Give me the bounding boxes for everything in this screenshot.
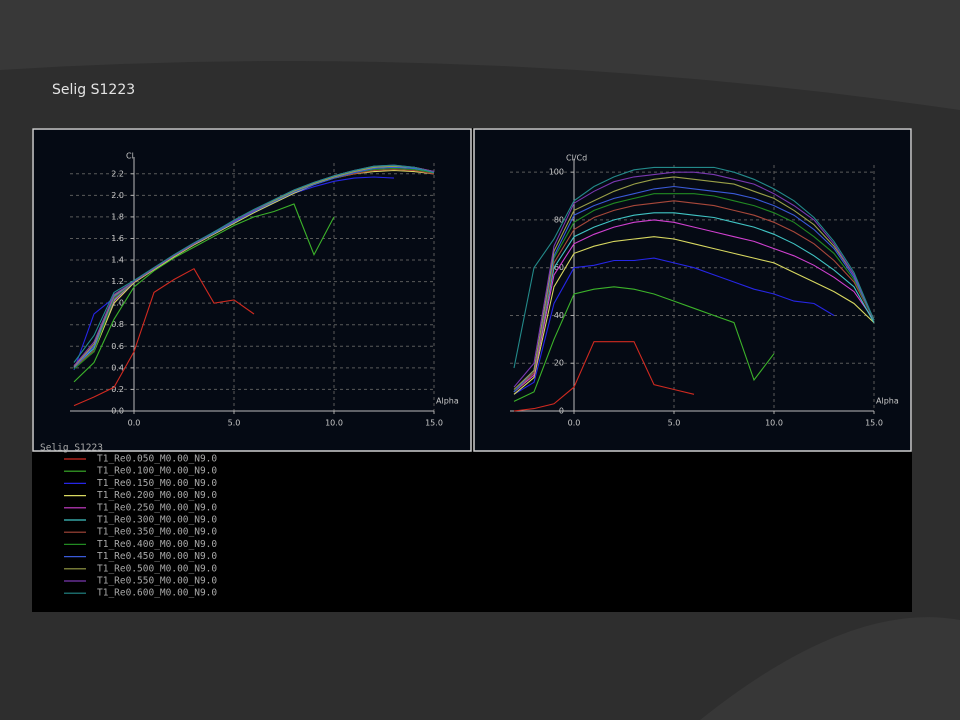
series-line	[513, 257, 835, 395]
series-line	[513, 171, 875, 388]
x-tick-label: 15.0	[865, 419, 883, 428]
series-line	[73, 203, 335, 383]
y-axis-label: Cl/Cd	[566, 154, 587, 163]
chart-frame	[32, 128, 472, 452]
x-tick-label: 10.0	[765, 419, 783, 428]
series-line	[73, 267, 255, 407]
x-tick-label: 5.0	[668, 419, 681, 428]
legend-label: T1_Re0.350_M0.00_N9.0	[97, 527, 217, 538]
y-tick-label: 0.2	[111, 385, 124, 394]
series-line	[513, 236, 875, 395]
y-tick-label: 0.6	[111, 342, 124, 351]
legend-label: T1_Re0.250_M0.00_N9.0	[97, 502, 217, 513]
series-line	[73, 164, 435, 363]
x-axis-label: Alpha	[876, 397, 899, 406]
y-tick-label: 0.8	[111, 320, 124, 329]
x-tick-label: 0.0	[128, 419, 141, 428]
series-line	[513, 166, 875, 369]
y-tick-label: 2.0	[111, 191, 124, 200]
y-tick-label: 80	[554, 215, 564, 224]
x-tick-label: 15.0	[425, 419, 443, 428]
legend-label: T1_Re0.550_M0.00_N9.0	[97, 576, 217, 587]
series-line	[513, 341, 695, 412]
legend-label: T1_Re0.300_M0.00_N9.0	[97, 515, 217, 526]
series-line	[513, 176, 875, 390]
y-tick-label: 20	[554, 359, 564, 368]
legend-label: T1_Re0.150_M0.00_N9.0	[97, 478, 217, 489]
y-tick-label: 0.4	[111, 363, 124, 372]
series-line	[513, 212, 875, 393]
legend-label: T1_Re0.500_M0.00_N9.0	[97, 563, 217, 574]
legend-label: T1_Re0.400_M0.00_N9.0	[97, 539, 217, 550]
x-tick-label: 0.0	[568, 419, 581, 428]
y-tick-label: 1.2	[111, 277, 124, 286]
x-tick-label: 10.0	[325, 419, 343, 428]
legend: Selig S1223 T1_Re0.050_M0.00_N9.0T1_Re0.…	[40, 443, 217, 599]
decor-shape	[0, 0, 960, 110]
y-tick-label: 40	[554, 311, 564, 320]
series-line	[513, 219, 875, 393]
series-line	[513, 185, 875, 393]
legend-title: Selig S1223	[40, 443, 103, 454]
decor-shape	[700, 617, 960, 720]
y-tick-label: 1.6	[111, 234, 124, 243]
y-tick-label: 1.0	[111, 299, 124, 308]
x-tick-label: 5.0	[228, 419, 241, 428]
legend-label: T1_Re0.200_M0.00_N9.0	[97, 490, 217, 501]
slide-title: Selig S1223	[52, 82, 135, 98]
x-axis-label: Alpha	[436, 397, 459, 406]
series-line	[513, 286, 775, 402]
legend-label: T1_Re0.600_M0.00_N9.0	[97, 588, 217, 599]
series-line	[513, 193, 875, 393]
series-line	[513, 200, 875, 393]
y-tick-label: 2.2	[111, 169, 124, 178]
y-tick-label: 100	[549, 168, 564, 177]
series-line	[73, 169, 435, 369]
y-tick-label: 1.4	[111, 256, 124, 265]
legend-label: T1_Re0.050_M0.00_N9.0	[97, 454, 217, 465]
y-axis-label: Cl	[126, 152, 134, 161]
legend-label: T1_Re0.100_M0.00_N9.0	[97, 466, 217, 477]
legend-label: T1_Re0.450_M0.00_N9.0	[97, 551, 217, 562]
chart-frame	[473, 128, 912, 452]
y-tick-label: 1.8	[111, 212, 124, 221]
